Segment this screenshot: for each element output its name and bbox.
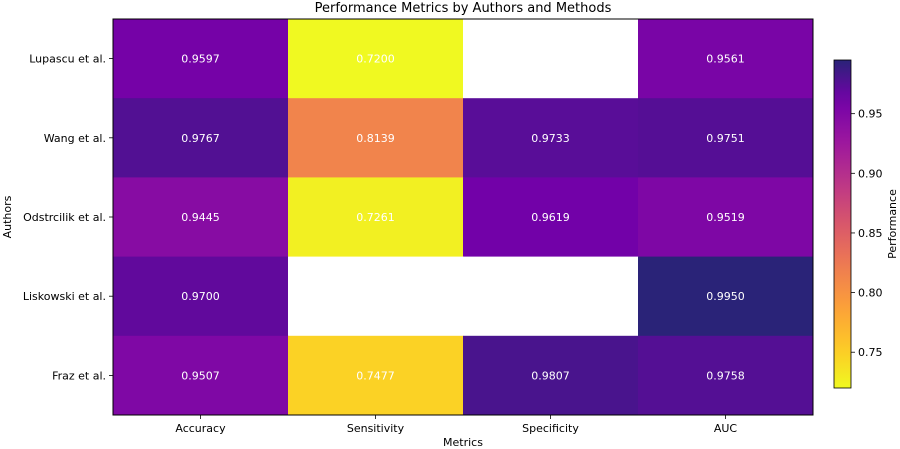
cell-value-label: 0.8139 (356, 132, 395, 145)
y-tick-label: Lupascu et al. (29, 53, 106, 66)
colorbar-tick-label: 0.75 (858, 346, 883, 359)
cell-value-label: 0.9700 (181, 290, 220, 303)
colorbar-tick-label: 0.85 (858, 227, 883, 240)
heatmap-cell (463, 19, 639, 99)
cell-value-label: 0.9751 (706, 132, 745, 145)
cell-value-label: 0.9619 (531, 211, 570, 224)
x-tick-label: Accuracy (175, 422, 226, 435)
x-tick-label: Sensitivity (347, 422, 405, 435)
cell-value-label: 0.9758 (706, 369, 745, 382)
cell-value-label: 0.9807 (531, 369, 570, 382)
heatmap-cell (638, 98, 814, 178)
y-tick-label: Fraz et al. (52, 369, 106, 382)
cell-value-label: 0.9733 (531, 132, 570, 145)
y-tick-label: Wang et al. (44, 132, 106, 145)
x-tick-label: AUC (714, 422, 738, 435)
cell-value-label: 0.9519 (706, 211, 745, 224)
chart-title: Performance Metrics by Authors and Metho… (315, 1, 612, 16)
heatmap-cell (463, 177, 639, 258)
heatmap-cell (288, 256, 464, 337)
heatmap-cell (638, 335, 814, 416)
colorbar-tick-label: 0.80 (858, 287, 883, 300)
cell-value-label: 0.9597 (181, 53, 220, 66)
cell-value-label: 0.9561 (706, 53, 745, 66)
heatmap-cell (113, 98, 289, 178)
colorbar-label: Performance (886, 189, 899, 259)
cell-value-label: 0.7200 (356, 53, 395, 66)
cell-value-label: 0.9507 (181, 369, 220, 382)
heatmap-cell (288, 98, 464, 178)
x-axis-ticks: Accuracy Sensitivity Specificity AUC (175, 415, 737, 435)
x-tick-label: Specificity (522, 422, 579, 435)
heatmap-cell (113, 335, 289, 416)
cell-value-label: 0.9445 (181, 211, 220, 224)
heatmap-cell (288, 19, 464, 99)
x-axis-label: Metrics (443, 436, 483, 449)
heatmap-cell (113, 177, 289, 258)
colorbar-ticks: 0.75 0.80 0.85 0.90 0.95 (851, 108, 883, 359)
colorbar-tick-label: 0.95 (858, 108, 883, 121)
heatmap-cell (463, 335, 639, 416)
heatmap-cell (288, 177, 464, 258)
cell-value-label: 0.7261 (356, 211, 395, 224)
y-tick-label: Liskowski et al. (23, 290, 106, 303)
heatmap-cell (638, 19, 814, 99)
cell-value-label: 0.9950 (706, 290, 745, 303)
heatmap-cell (113, 19, 289, 99)
heatmap-cell (638, 177, 814, 258)
cell-value-label: 0.9767 (181, 132, 220, 145)
y-tick-label: Odstrcilik et al. (23, 211, 106, 224)
y-axis-ticks: Lupascu et al. Wang et al. Odstrcilik et a… (23, 53, 113, 382)
y-axis-label: Authors (1, 195, 14, 238)
heatmap-cell (638, 256, 814, 337)
colorbar (833, 59, 852, 389)
heatmap-cell (463, 256, 639, 337)
cell-value-label: 0.7477 (356, 369, 395, 382)
heatmap-cell (463, 98, 639, 178)
colorbar-tick-label: 0.90 (858, 167, 883, 180)
heatmap-cell (113, 256, 289, 337)
heatmap-cells: 0.9597 0.7200 0.9561 0.9767 0.8139 0.9733 0.97… (113, 19, 814, 416)
heatmap-cell (288, 335, 464, 416)
